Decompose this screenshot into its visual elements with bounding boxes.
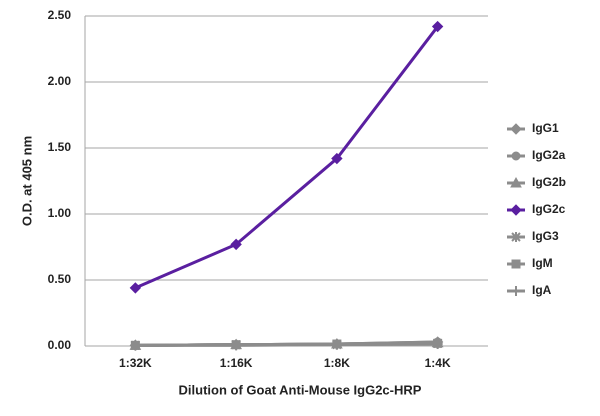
y-tick-label: 2.50: [48, 8, 72, 22]
legend-label: IgA: [532, 283, 552, 297]
marker: [432, 339, 443, 350]
legend-label: IgG3: [532, 229, 559, 243]
legend-marker: [510, 204, 522, 216]
legend-marker: [511, 232, 521, 242]
y-axis-label: O.D. at 405 nm: [19, 136, 34, 226]
y-tick-label: 1.00: [48, 206, 72, 220]
series-line: [135, 342, 438, 347]
legend-label: IgG2a: [532, 148, 566, 162]
legend-label: IgG1: [532, 121, 559, 135]
y-tick-label: 2.00: [48, 74, 72, 88]
legend-marker: [510, 176, 522, 188]
x-tick-label: 1:32K: [119, 356, 152, 370]
marker: [130, 340, 141, 351]
legend-label: IgM: [532, 256, 553, 270]
marker: [431, 20, 444, 33]
marker: [331, 339, 342, 350]
marker: [231, 340, 242, 351]
marker: [129, 282, 142, 294]
y-tick-label: 1.50: [48, 140, 72, 154]
legend-marker: [511, 151, 521, 161]
marker: [230, 238, 242, 251]
x-tick-label: 1:16K: [220, 356, 253, 370]
legend-label: IgG2b: [532, 175, 566, 189]
y-tick-label: 0.00: [48, 338, 72, 352]
x-axis-label: Dilution of Goat Anti-Mouse IgG2c-HRP: [179, 382, 422, 397]
x-tick-label: 1:8K: [324, 356, 350, 370]
legend-marker: [510, 123, 522, 135]
x-tick-label: 1:4K: [425, 356, 451, 370]
legend-marker: [511, 286, 521, 296]
y-tick-label: 0.50: [48, 272, 72, 286]
legend-marker: [511, 259, 521, 269]
marker: [331, 152, 343, 165]
legend-label: IgG2c: [532, 202, 566, 216]
series-line: [134, 25, 439, 290]
